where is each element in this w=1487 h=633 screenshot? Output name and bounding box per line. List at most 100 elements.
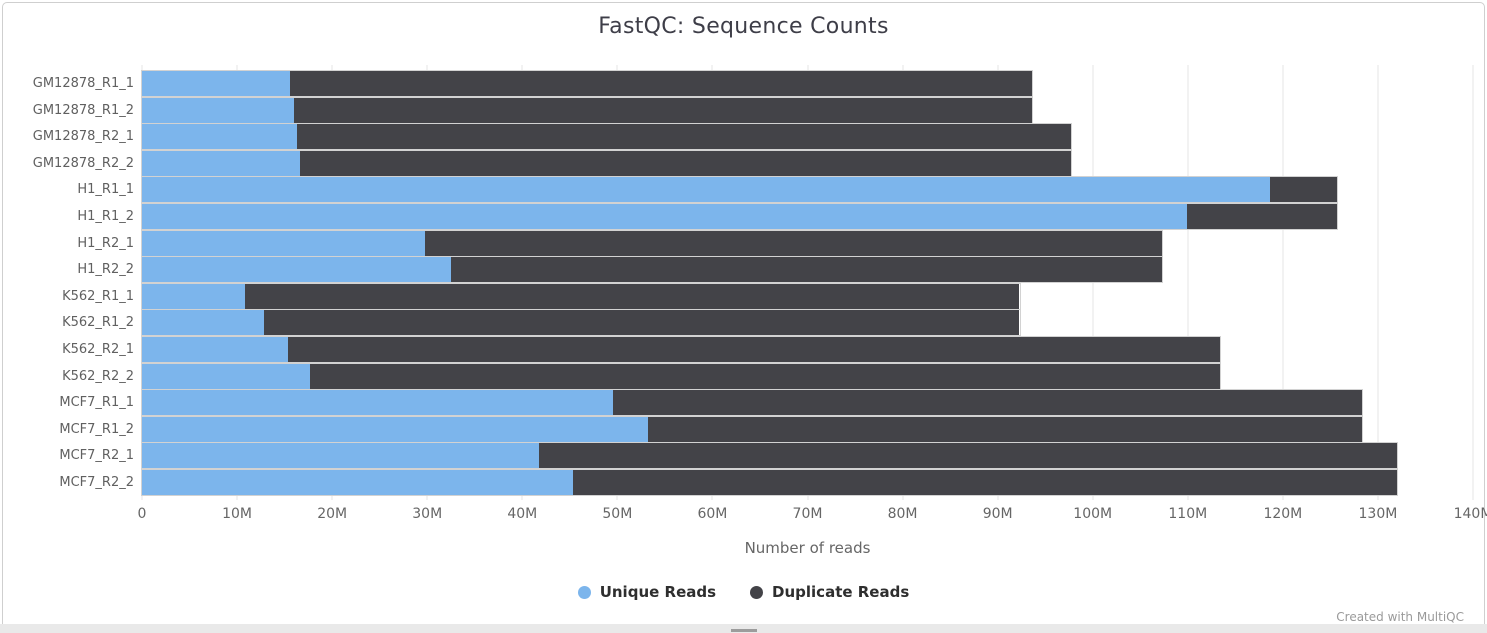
y-category-label: MCF7_R2_2 bbox=[59, 475, 134, 490]
bar-segment-unique-reads[interactable] bbox=[142, 416, 648, 442]
gridline bbox=[521, 65, 523, 500]
bar-segment-duplicate-reads[interactable] bbox=[647, 416, 1362, 442]
x-tick-label: 90M bbox=[982, 506, 1013, 522]
y-category-label: GM12878_R2_2 bbox=[32, 155, 134, 171]
bar-segment-unique-reads[interactable] bbox=[142, 257, 451, 283]
y-category-label: K562_R2_1 bbox=[62, 342, 134, 357]
bar-segment-unique-reads[interactable] bbox=[142, 204, 1187, 229]
y-category-label: GM12878_R2_1 bbox=[32, 129, 134, 145]
legend: Unique Reads Duplicate Reads bbox=[3, 583, 1484, 601]
x-tick-label: 100M bbox=[1073, 506, 1113, 522]
bar-segment-unique-reads[interactable] bbox=[142, 443, 540, 469]
bar-row: K562_R1_1 bbox=[62, 283, 1473, 309]
legend-item[interactable]: Unique Reads bbox=[577, 583, 717, 601]
x-tick-label: 60M bbox=[697, 506, 728, 522]
bar-segment-duplicate-reads[interactable] bbox=[612, 390, 1362, 416]
x-axis-ticks: 0 10M 20M 30M 40M 50M 60M 70M 80M 90M 100M 110M 120M… bbox=[138, 506, 1487, 526]
bar-row: MCF7_R2_2 bbox=[59, 470, 1473, 495]
bar-segment-unique-reads[interactable] bbox=[142, 310, 264, 336]
bar-segment-unique-reads[interactable] bbox=[142, 71, 291, 96]
x-axis-label: Number of reads bbox=[744, 539, 871, 557]
bar-row: MCF7_R1_1 bbox=[59, 390, 1473, 416]
bar-segment-duplicate-reads[interactable] bbox=[425, 230, 1163, 256]
y-category-label: H1_R2_2 bbox=[77, 262, 134, 278]
bar-stack bbox=[142, 177, 1338, 203]
gridline bbox=[902, 65, 904, 500]
bar-stack bbox=[142, 470, 1397, 495]
multiqc-credit: Created with MultiQC bbox=[1336, 610, 1464, 624]
bar-stack bbox=[142, 310, 1020, 336]
bar-segment-unique-reads[interactable] bbox=[142, 337, 289, 362]
plot-title: FastQC: Sequence Counts bbox=[598, 14, 889, 39]
y-category-label: MCF7_R1_1 bbox=[59, 395, 134, 411]
y-category-label: MCF7_R1_2 bbox=[59, 421, 134, 437]
bar-segment-duplicate-reads[interactable] bbox=[450, 257, 1163, 283]
x-tick-label: 110M bbox=[1168, 506, 1208, 522]
gridline bbox=[711, 65, 713, 500]
gridline bbox=[1472, 65, 1474, 500]
y-category-label: K562_R1_1 bbox=[62, 288, 134, 304]
bar-segment-unique-reads[interactable] bbox=[142, 390, 613, 416]
legend-label: Unique Reads bbox=[599, 583, 717, 601]
y-category-label: H1_R1_1 bbox=[77, 182, 134, 198]
x-tick-label: 70M bbox=[792, 506, 823, 522]
gridline bbox=[1187, 65, 1189, 500]
gridline bbox=[616, 65, 618, 500]
gridline bbox=[807, 65, 808, 500]
bar-stack bbox=[142, 283, 1020, 309]
y-category-label: H1_R2_1 bbox=[77, 235, 134, 251]
legend-marker-icon bbox=[577, 585, 591, 599]
bar-segment-unique-reads[interactable] bbox=[142, 150, 300, 176]
gridline bbox=[236, 65, 238, 500]
bar-stack bbox=[142, 337, 1221, 362]
x-tick-label: 30M bbox=[412, 506, 443, 522]
bar-segment-unique-reads[interactable] bbox=[142, 470, 573, 495]
x-tick-label: 10M bbox=[222, 506, 253, 522]
bar-segment-unique-reads[interactable] bbox=[142, 177, 1271, 203]
bar-segment-duplicate-reads[interactable] bbox=[539, 443, 1397, 469]
bar-row: GM12878_R1_2 bbox=[33, 97, 1473, 123]
x-tick-label: 140M bbox=[1453, 506, 1487, 522]
y-category-label: K562_R1_2 bbox=[62, 315, 134, 331]
bar-segment-unique-reads[interactable] bbox=[142, 97, 295, 123]
bar-segment-unique-reads[interactable] bbox=[142, 283, 245, 309]
y-category-label: K562_R2_2 bbox=[62, 368, 134, 384]
bar-segment-duplicate-reads[interactable] bbox=[572, 470, 1397, 495]
bar-stack bbox=[142, 257, 1163, 283]
bar-segment-unique-reads[interactable] bbox=[142, 230, 426, 256]
bar-segment-duplicate-reads[interactable] bbox=[1270, 177, 1338, 203]
bar-segment-duplicate-reads[interactable] bbox=[290, 71, 1032, 96]
bar-stack bbox=[142, 124, 1071, 150]
gridline bbox=[1282, 65, 1284, 500]
bar-stack bbox=[142, 416, 1362, 442]
bar-segment-duplicate-reads[interactable] bbox=[296, 124, 1071, 150]
bar-row: H1_R2_2 bbox=[77, 257, 1473, 283]
gridline bbox=[141, 65, 143, 500]
x-tick-label: 130M bbox=[1358, 506, 1398, 522]
y-category-label: MCF7_R2_1 bbox=[59, 448, 134, 464]
bar-row: GM12878_R1_1 bbox=[33, 71, 1473, 96]
bar-segment-duplicate-reads[interactable] bbox=[1186, 204, 1338, 229]
bar-segment-duplicate-reads[interactable] bbox=[294, 97, 1032, 123]
bar-stack bbox=[142, 363, 1221, 389]
bar-row: H1_R1_1 bbox=[77, 177, 1473, 203]
bar-segment-duplicate-reads[interactable] bbox=[288, 337, 1221, 362]
x-tick-label: 50M bbox=[602, 506, 633, 522]
bar-row: GM12878_R2_1 bbox=[33, 124, 1473, 150]
bar-segment-duplicate-reads[interactable] bbox=[244, 283, 1020, 309]
horizontal-scrollbar-thumb[interactable] bbox=[731, 629, 757, 632]
x-tick-label: 0 bbox=[137, 506, 147, 522]
legend-item[interactable]: Duplicate Reads bbox=[750, 583, 909, 601]
gridline bbox=[997, 65, 999, 500]
bar-row: K562_R1_2 bbox=[62, 310, 1473, 336]
gridline bbox=[331, 65, 333, 500]
bar-segment-unique-reads[interactable] bbox=[142, 124, 297, 150]
bar-segment-unique-reads[interactable] bbox=[142, 363, 311, 389]
horizontal-scrollbar[interactable] bbox=[0, 624, 1487, 633]
bar-stack bbox=[142, 71, 1032, 96]
bar-segment-duplicate-reads[interactable] bbox=[299, 150, 1071, 176]
bar-segment-duplicate-reads[interactable] bbox=[310, 363, 1221, 389]
bar-row: H1_R2_1 bbox=[77, 230, 1473, 256]
bar-segment-duplicate-reads[interactable] bbox=[263, 310, 1020, 336]
